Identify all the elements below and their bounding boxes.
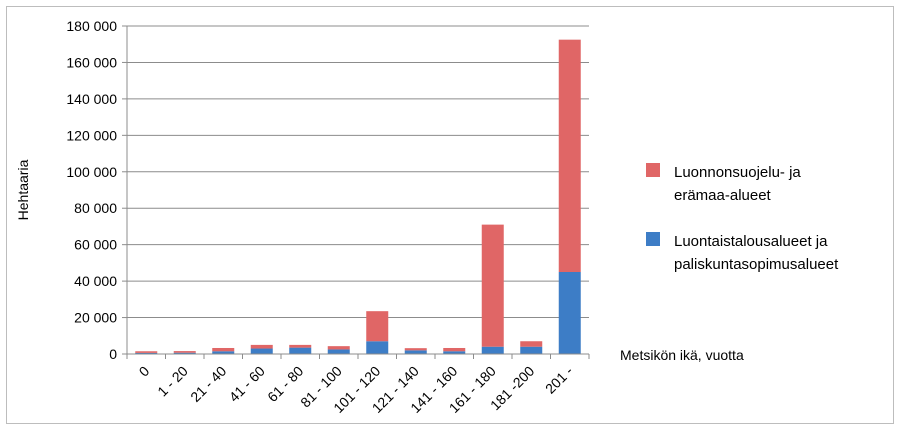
bar-segment-reindeer-areas [404,350,427,354]
bar-segment-reindeer-areas [289,347,312,354]
legend-label-reindeer-areas: Luontaistalousalueet ja paliskuntasopimu… [674,233,839,273]
bar-segment-protected-areas [250,344,273,349]
y-tick-label: 160 000 [66,54,117,70]
x-tick-label: 41 - 60 [226,363,268,405]
bar-segment-reindeer-areas [481,346,504,354]
y-tick-label: 40 000 [74,273,117,289]
x-tick-label: 21 - 40 [187,363,229,405]
bar-segment-reindeer-areas [520,346,543,354]
bars [135,39,581,354]
bar-segment-protected-areas [289,344,312,348]
tick-labels: 0 20 000 40 000 60 000 80 000 100 000 120 000 1… [66,18,576,416]
bar-segment-protected-areas [520,341,543,347]
bar-segment-reindeer-areas [173,352,196,354]
x-tick-label: 1 - 20 [154,363,191,400]
axes [122,25,590,359]
bar-segment-protected-areas [558,39,581,272]
y-tick-label: 100 000 [66,164,117,180]
bar-segment-protected-areas [212,347,235,352]
y-tick-label: 140 000 [66,91,117,107]
y-tick-label: 120 000 [66,127,117,143]
gridlines [127,25,589,319]
bar-segment-protected-areas [481,224,504,347]
legend-swatch-reindeer-areas [646,232,660,246]
y-tick-label: 80 000 [74,200,117,216]
legend-label-line: erämaa-alueet [674,187,772,204]
y-tick-label: 180 000 [66,18,117,34]
y-axis-title: Hehtaaria [15,159,31,220]
bar-segment-reindeer-areas [250,348,273,354]
bar-segment-reindeer-areas [135,352,158,354]
legend-label-line: paliskuntasopimusalueet [674,256,839,273]
bar-segment-reindeer-areas [558,272,581,354]
x-axis-title: Metsikön ikä, vuotta [620,347,744,363]
y-tick-label: 20 000 [74,310,117,326]
legend: Luonnonsuojelu- ja erämaa-alueet Luontai… [646,163,839,273]
bar-segment-protected-areas [366,311,389,342]
bar-segment-reindeer-areas [212,351,235,354]
legend-label-protected-areas: Luonnonsuojelu- ja erämaa-alueet [674,164,805,204]
bar-segment-reindeer-areas [327,349,350,354]
bar-segment-reindeer-areas [366,341,389,354]
bar-segment-protected-areas [327,346,350,350]
bar-segment-protected-areas [173,351,196,353]
legend-swatch-protected-areas [646,163,660,177]
bar-segment-protected-areas [404,348,427,351]
legend-label-line: Luontaistalousalueet ja [674,233,828,250]
y-tick-label: 0 [109,346,117,362]
bar-segment-protected-areas [443,347,466,352]
x-tick-label: 201 - [542,363,576,397]
legend-label-line: Luonnonsuojelu- ja [674,164,801,181]
x-tick-label: 0 [136,363,153,380]
bar-segment-reindeer-areas [443,351,466,354]
y-tick-label: 60 000 [74,237,117,253]
bar-segment-protected-areas [135,351,158,353]
